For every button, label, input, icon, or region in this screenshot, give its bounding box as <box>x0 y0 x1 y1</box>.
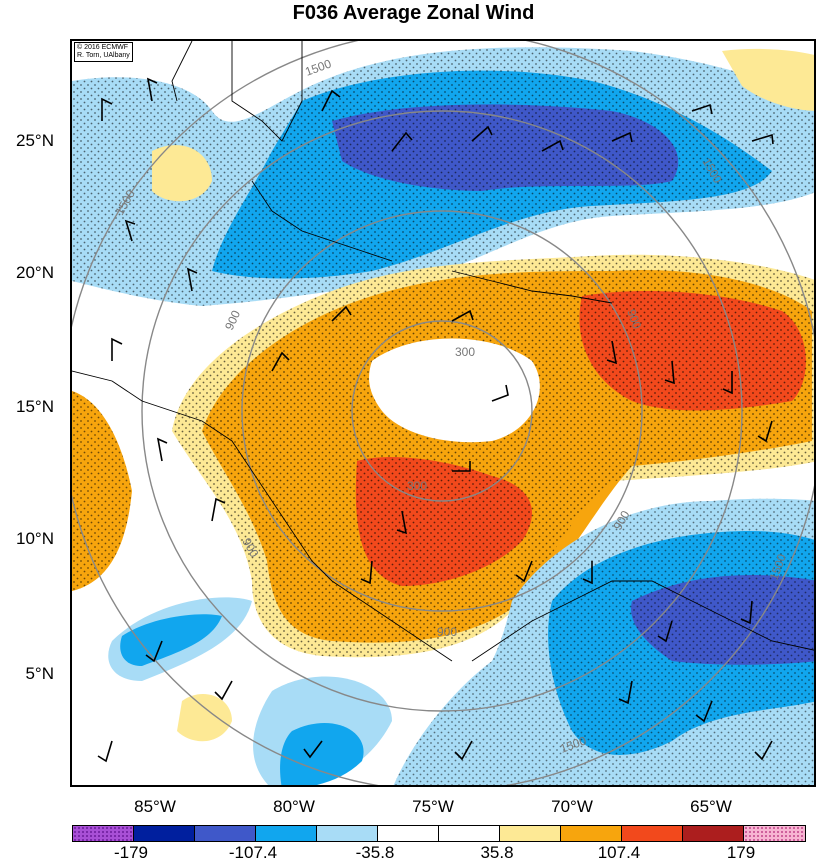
latitude-label: 5°N <box>25 664 54 683</box>
credit-line: © 2016 ECMWF <box>77 44 129 51</box>
colorbar-label: 107.4 <box>597 843 641 862</box>
range-rings <box>72 41 814 785</box>
weak-positive-patch <box>722 48 814 111</box>
latitude-label: 10°N <box>16 529 54 548</box>
map-panel: 1500 1500 1500 1500 1500 900 900 900 900… <box>70 39 816 787</box>
contour-label: 300 <box>407 479 427 493</box>
longitude-label: 80°W <box>273 797 315 816</box>
colorbar-label: 35.8 <box>480 843 514 862</box>
colorbar <box>72 825 806 842</box>
longitude-label: 75°W <box>412 797 454 816</box>
colorbar-swatch <box>744 826 805 841</box>
contour-label: 900 <box>222 308 243 332</box>
colorbar-swatch <box>500 826 561 841</box>
colorbar-swatch <box>622 826 683 841</box>
weak-positive-patch <box>152 145 212 202</box>
colorbar-label: 179 <box>726 843 756 862</box>
colorbar-swatch <box>134 826 195 841</box>
colorbar-swatch <box>439 826 500 841</box>
colorbar-swatch <box>683 826 744 841</box>
longitude-label: 85°W <box>134 797 176 816</box>
map-title: F036 Average Zonal Wind <box>292 2 535 24</box>
colorbar-swatch <box>561 826 622 841</box>
colorbar-swatch <box>195 826 256 841</box>
contour-label: 900 <box>437 625 457 639</box>
contour-label: 300 <box>455 345 475 359</box>
coastlines <box>72 41 814 662</box>
colorbar-swatch <box>256 826 317 841</box>
wind-barbs <box>97 77 774 763</box>
longitude-label: 70°W <box>551 797 593 816</box>
zonal-wind-negative-north <box>72 47 814 306</box>
latitude-label: 20°N <box>16 263 54 282</box>
credit-line: R. Torn, UAlbany <box>77 52 130 59</box>
data-credit: © 2016 ECMWF R. Torn, UAlbany <box>74 42 133 62</box>
colorbar-label: -107.4 <box>228 843 278 862</box>
colorbar-swatch <box>73 826 134 841</box>
contour-label: 1500 <box>303 56 333 78</box>
colorbar-swatch <box>317 826 378 841</box>
contour-label: 900 <box>624 307 644 331</box>
colorbar-swatch <box>378 826 439 841</box>
map-canvas: 1500 1500 1500 1500 1500 900 900 900 900… <box>72 41 814 785</box>
latitude-label: 25°N <box>16 131 54 150</box>
longitude-label: 65°W <box>690 797 732 816</box>
colorbar-label: -179 <box>113 843 149 862</box>
zonal-wind-positive-ring <box>172 254 814 658</box>
colorbar-label: -35.8 <box>355 843 395 862</box>
latitude-label: 15°N <box>16 397 54 416</box>
